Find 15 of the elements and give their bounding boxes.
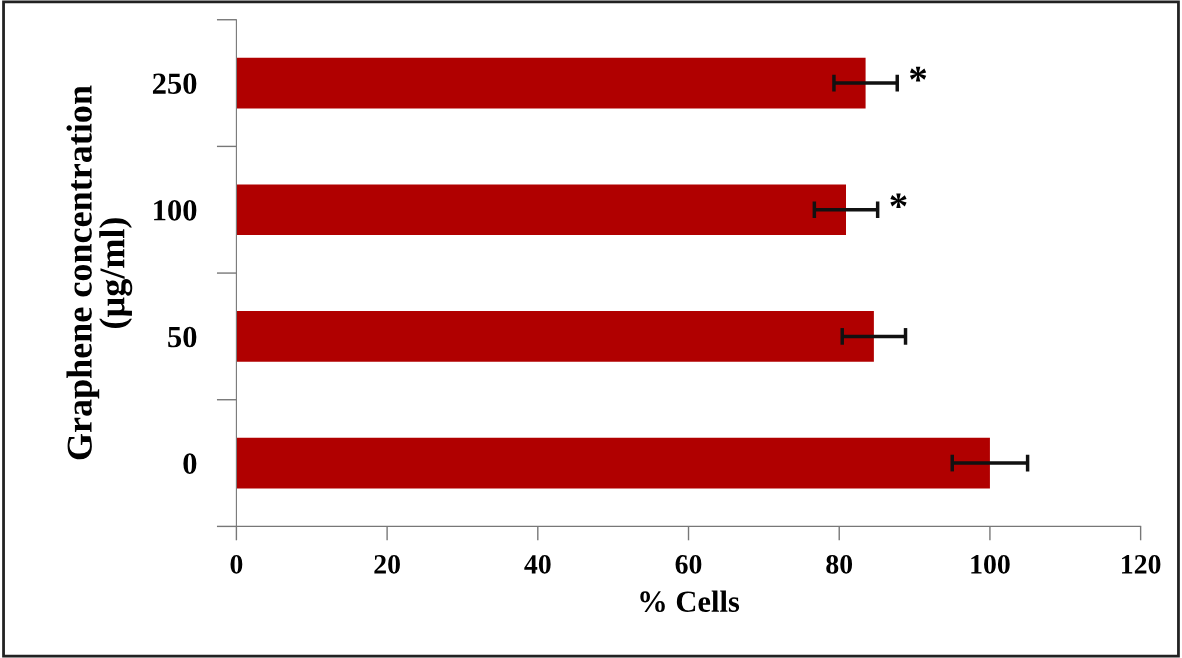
x-tick-label: 60 xyxy=(675,554,702,574)
y-axis-title: Graphene concentration (µg/ml) xyxy=(66,85,133,460)
annotation: * xyxy=(909,66,927,82)
x-tick-label: 100 xyxy=(971,554,1010,574)
x-axis-title: % Cells xyxy=(640,590,740,613)
x-tick-label: 40 xyxy=(524,554,551,574)
y-tick-label: 50 xyxy=(168,326,197,348)
x-tick-label: 120 xyxy=(1122,554,1161,574)
x-tick-label: 80 xyxy=(826,554,853,574)
y-tick-label: 0 xyxy=(183,453,197,474)
y-tick-label: 100 xyxy=(154,200,197,221)
x-tick-label: 0 xyxy=(230,554,243,574)
y-tick-label: 250 xyxy=(152,73,197,94)
x-tick-label: 20 xyxy=(374,554,400,574)
annotation: * xyxy=(890,193,907,209)
